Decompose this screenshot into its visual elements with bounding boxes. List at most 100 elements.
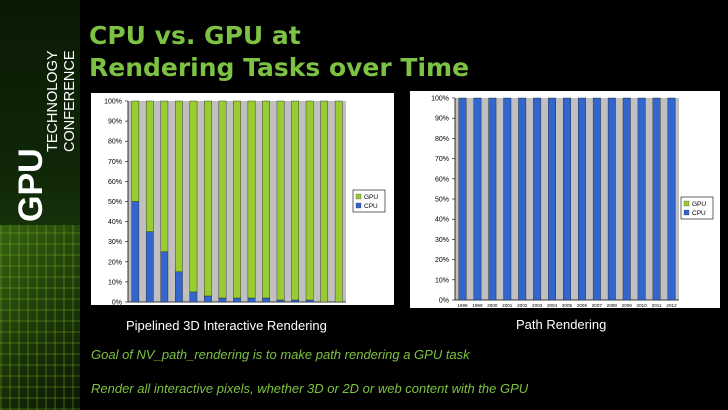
bar-cpu-1999 [145, 231, 154, 303]
bar-cpu-1998 [458, 97, 467, 301]
x-tick-label: 2000 [487, 303, 498, 308]
x-tick-label: 2007 [592, 303, 603, 308]
y-tick-label: 30% [435, 237, 449, 244]
bar-cpu-2002 [189, 291, 198, 303]
bar-cpu-2009 [622, 97, 631, 301]
bar-cpu-2001 [503, 97, 512, 301]
caption-path-rendering: Path Rendering [516, 317, 607, 332]
legend-swatch-gpu [683, 200, 690, 207]
y-tick-label: 90% [435, 116, 449, 123]
bar-cpu-2007 [592, 97, 601, 301]
chart-panel-3d: 0%10%20%30%40%50%60%70%80%90%100%1998199… [91, 93, 394, 310]
title-line-1: CPU vs. GPU at [89, 21, 301, 50]
bar-cpu-2003 [204, 295, 212, 303]
bar-gpu-2011 [320, 100, 329, 303]
y-tick-label: 80% [435, 136, 449, 143]
y-tick-label: 40% [435, 217, 449, 224]
bar-cpu-2008 [276, 299, 285, 303]
y-tick-label: 10% [108, 279, 122, 286]
bar-cpu-2005 [233, 297, 241, 303]
title-line-2: Rendering Tasks over Time [89, 53, 470, 82]
y-tick-label: 60% [435, 176, 449, 183]
logo-line-2: CONFERENCE [62, 50, 78, 152]
bar-gpu-1999 [145, 100, 154, 232]
bar-gpu-2003 [204, 100, 212, 297]
caption-3d-rendering: Pipelined 3D Interactive Rendering [126, 318, 327, 333]
bar-cpu-2012 [667, 97, 676, 301]
bar-gpu-2001 [175, 100, 183, 273]
bar-cpu-2010 [637, 97, 646, 301]
bar-gpu-2008 [276, 100, 285, 301]
bar-cpu-2008 [607, 97, 616, 301]
y-tick-label: 50% [435, 197, 449, 204]
bar-cpu-2004 [548, 97, 556, 301]
bar-cpu-2011 [652, 97, 661, 301]
x-tick-label: 2003 [532, 303, 543, 308]
logo-line-1: TECHNOLOGY [45, 50, 61, 152]
bar-gpu-2006 [247, 100, 256, 299]
y-tick-label: 50% [108, 199, 122, 206]
x-tick-label: 2011 [652, 303, 662, 308]
y-tick-label: 0% [439, 298, 449, 305]
y-tick-label: 0% [112, 300, 122, 306]
bar-gpu-2002 [189, 100, 198, 293]
x-tick-label: 2008 [607, 303, 618, 308]
bar-gpu-2009 [291, 100, 299, 301]
bar-cpu-2004 [218, 297, 227, 303]
y-tick-label: 20% [108, 259, 122, 266]
legend-swatch-gpu [355, 193, 362, 200]
y-tick-label: 70% [108, 159, 122, 166]
bar-cpu-2005 [563, 97, 571, 301]
bar-gpu-2005 [233, 100, 241, 299]
goal-statement: Goal of NV_path_rendering is to make pat… [91, 347, 470, 362]
bar-cpu-2002 [518, 97, 527, 301]
bar-cpu-2007 [262, 297, 270, 303]
bar-cpu-2000 [488, 97, 497, 301]
x-tick-label: 2005 [562, 303, 573, 308]
logo-gpu-word: GPU [12, 148, 50, 222]
chart-3d-rendering: 0%10%20%30%40%50%60%70%80%90%100%1998199… [104, 99, 386, 310]
chip-texture [0, 225, 80, 410]
legend-swatch-cpu [355, 202, 362, 209]
x-tick-label: 2006 [577, 303, 588, 308]
y-tick-label: 40% [108, 219, 122, 226]
y-tick-label: 100% [431, 96, 449, 103]
render-statement: Render all interactive pixels, whether 3… [91, 381, 529, 396]
x-tick-label: 1998 [457, 303, 468, 308]
bar-cpu-1999 [473, 97, 482, 301]
legend-label-gpu: GPU [692, 201, 706, 208]
legend-label-cpu: CPU [692, 210, 706, 217]
y-tick-label: 10% [435, 277, 449, 284]
x-tick-label: 2009 [622, 303, 633, 308]
y-tick-label: 70% [435, 156, 449, 163]
legend-swatch-cpu [683, 209, 690, 216]
bar-gpu-2010 [305, 100, 314, 301]
conference-logo: GPU TECHNOLOGY CONFERENCE [0, 0, 80, 240]
bar-cpu-2001 [175, 271, 183, 303]
bar-gpu-2007 [262, 100, 270, 299]
bar-cpu-2003 [533, 97, 542, 301]
x-tick-label: 2002 [517, 303, 528, 308]
y-tick-label: 20% [435, 257, 449, 264]
chart-panel-path: 0% 10% 20% 30% 40% 50% 60% 70% 80% 90% 100% 1998 199… [410, 91, 720, 308]
x-tick-label: 2004 [547, 303, 558, 308]
x-tick-label: 2010 [637, 303, 648, 308]
bar-cpu-2006 [577, 97, 586, 301]
bar-gpu-2012 [334, 100, 343, 303]
slide-title: CPU vs. GPU at Rendering Tasks over Time [89, 20, 469, 84]
bar-cpu-2006 [247, 297, 256, 303]
bar-gpu-2004 [218, 100, 227, 299]
y-tick-label: 30% [108, 239, 122, 246]
x-tick-label: 2001 [502, 303, 513, 308]
x-tick-label: 2012 [666, 303, 677, 308]
chart-path-rendering: 0% 10% 20% 30% 40% 50% 60% 70% 80% 90% 100% 1998 199… [431, 96, 714, 308]
bar-cpu-1998 [131, 201, 140, 303]
y-tick-label: 80% [108, 139, 122, 146]
legend-label-gpu: GPU [364, 194, 378, 201]
y-tick-label: 60% [108, 179, 122, 186]
bar-cpu-2009 [291, 299, 299, 303]
y-tick-label: 100% [104, 99, 122, 106]
legend-label-cpu: CPU [364, 203, 378, 210]
bar-gpu-1998 [131, 100, 140, 202]
x-tick-label: 1999 [472, 303, 483, 308]
